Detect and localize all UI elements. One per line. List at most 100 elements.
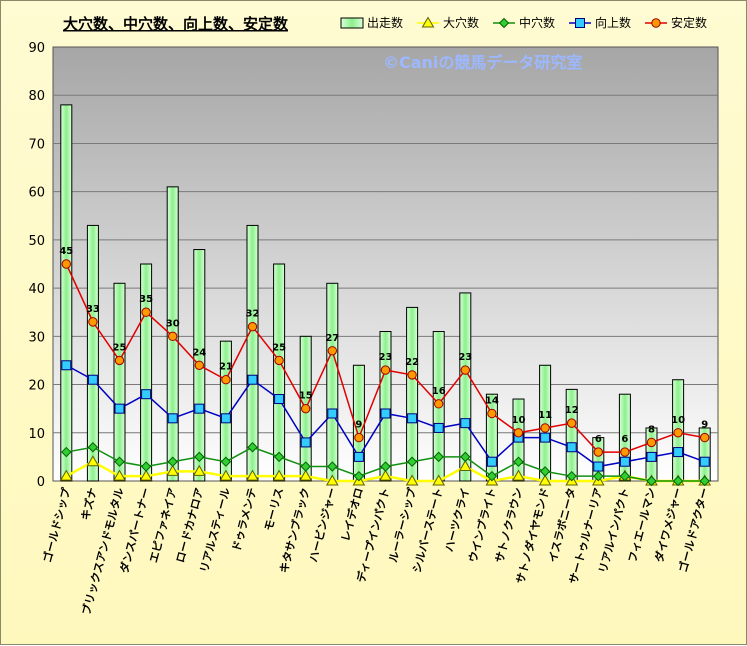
marker-point <box>192 464 206 476</box>
y-tick-label: 90 <box>28 41 45 56</box>
marker-point <box>498 17 510 29</box>
marker-point <box>220 413 231 424</box>
marker-point <box>379 469 392 481</box>
y-tick-label: 50 <box>28 234 45 249</box>
data-label: 8 <box>648 424 655 435</box>
marker-point <box>540 432 551 443</box>
marker-point <box>274 355 284 366</box>
marker-point <box>673 447 684 458</box>
x-tick-label: ハービンジャー <box>306 486 339 563</box>
marker-point <box>620 447 630 457</box>
x-tick-label: ウインブライト <box>465 486 498 564</box>
y-tick-label: 0 <box>37 475 45 490</box>
data-label: 15 <box>299 391 313 402</box>
data-labels: 45 33 25 35 30 24 21 32 25 15 27 9 23 22 16 23 14 10 11 12 6… <box>59 246 708 445</box>
marker-point <box>575 18 585 28</box>
marker-point <box>405 474 419 486</box>
y-tick-label: 70 <box>28 137 45 152</box>
data-label: 35 <box>139 294 153 305</box>
bar <box>140 263 153 482</box>
marker-point <box>646 437 657 448</box>
marker-point <box>61 360 72 371</box>
bar <box>565 388 578 482</box>
marker-point <box>646 451 657 462</box>
marker-point <box>458 460 472 472</box>
marker-point <box>113 469 126 481</box>
x-tick-label: レイデオロ <box>338 486 366 543</box>
watermark: ©Caniの競馬データ研究室 <box>383 53 582 72</box>
bar <box>86 224 99 482</box>
marker-point <box>513 456 524 467</box>
marker-point <box>219 469 233 481</box>
marker-point <box>300 437 311 448</box>
marker-point <box>114 456 125 467</box>
legend-label: 出走数 <box>367 15 403 30</box>
marker-point <box>87 374 98 385</box>
series-circle <box>61 259 710 457</box>
series-diamond <box>61 442 710 487</box>
marker-point <box>487 408 497 419</box>
marker-point <box>194 360 205 370</box>
marker-point <box>433 451 444 463</box>
marker-point <box>273 451 285 463</box>
data-label: 11 <box>538 410 552 421</box>
data-label: 30 <box>166 318 180 329</box>
marker-point <box>567 418 577 428</box>
bar <box>539 364 552 482</box>
bar <box>60 104 73 482</box>
chart-title: 大穴数、中穴数、向上数、安定数 <box>63 15 289 33</box>
marker-point <box>566 442 577 453</box>
bar <box>379 331 392 482</box>
data-label: 33 <box>86 304 100 315</box>
gridlines <box>53 94 718 434</box>
marker-point <box>139 469 153 481</box>
marker-point <box>380 461 391 472</box>
marker-point <box>246 469 259 481</box>
marker-point <box>299 469 313 481</box>
marker-point <box>167 413 178 424</box>
data-label: 6 <box>621 434 628 445</box>
marker-point <box>247 321 258 332</box>
y-tick-label: 10 <box>28 427 45 442</box>
marker-point <box>140 461 152 472</box>
marker-point <box>141 307 151 317</box>
data-label: 10 <box>671 415 685 426</box>
marker-point <box>593 470 604 482</box>
marker-point <box>672 475 684 487</box>
marker-point <box>699 456 710 467</box>
data-label: 14 <box>485 395 499 406</box>
data-label: 16 <box>432 386 446 397</box>
y-tick-label: 60 <box>28 186 45 201</box>
data-label: 21 <box>219 362 233 373</box>
marker-point <box>141 389 152 400</box>
marker-point <box>247 442 258 453</box>
legend-label: 安定数 <box>671 15 707 30</box>
marker-point <box>59 469 73 481</box>
data-label: 12 <box>565 405 579 416</box>
marker-point <box>460 365 470 375</box>
x-tick-label: イスラボニータ <box>545 486 578 564</box>
marker-point <box>353 470 365 482</box>
data-label: 6 <box>595 434 602 445</box>
data-label: 23 <box>379 352 393 363</box>
legend-label: 向上数 <box>595 15 631 30</box>
y-axis: 0 10 20 30 40 50 60 70 80 90 <box>28 41 45 490</box>
marker-point <box>512 469 525 481</box>
marker-point <box>593 447 603 457</box>
data-label: 9 <box>355 420 362 431</box>
marker-point <box>221 375 231 385</box>
marker-point <box>220 456 232 467</box>
marker-point <box>327 461 338 472</box>
series-square <box>61 360 710 472</box>
bar <box>406 306 419 482</box>
legend-swatch <box>340 17 364 29</box>
x-tick-label: ハーツクライ <box>443 486 473 553</box>
x-tick-label: ルーラーシップ <box>386 485 420 564</box>
marker-point <box>327 346 337 356</box>
marker-point <box>619 470 631 482</box>
y-tick-label: 40 <box>28 282 45 297</box>
data-label: 23 <box>458 352 472 363</box>
bar <box>326 282 339 482</box>
marker-point <box>301 403 311 414</box>
